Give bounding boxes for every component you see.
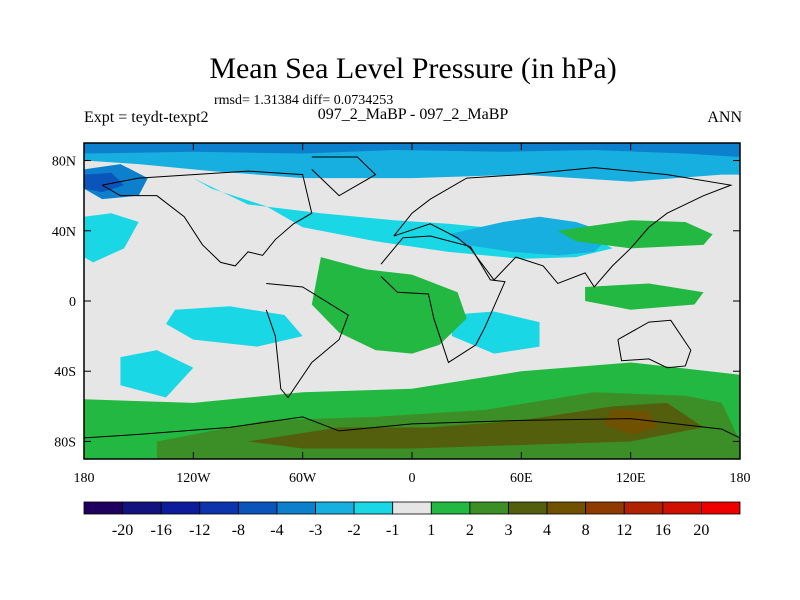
coastline-eurasia <box>393 167 733 288</box>
colorbar-swatch <box>353 501 394 515</box>
x-tick-label: 120W <box>176 471 211 486</box>
colorbar-label: 2 <box>466 522 474 539</box>
y-tick-label: 0 <box>69 295 76 310</box>
stats-label: rmsd= 1.31384 diff= 0.0734253 <box>214 93 394 108</box>
colorbar-label: 8 <box>582 522 590 539</box>
colorbar-swatch <box>392 501 432 515</box>
x-tick-label: 0 <box>409 471 416 486</box>
colorbar-swatch <box>83 501 123 515</box>
colorbar-swatch <box>237 501 278 515</box>
coastline-greenland <box>311 156 377 197</box>
colorbar-swatch <box>199 501 239 515</box>
region-east-asia-high <box>557 220 713 249</box>
colorbar-label: -12 <box>189 522 210 539</box>
colorbar-label: -20 <box>112 522 133 539</box>
region-africa-high <box>311 257 467 354</box>
colorbar-swatch <box>662 501 702 515</box>
colorbar-label: 16 <box>655 522 671 539</box>
region-far-north <box>84 143 740 158</box>
chart-title: Mean Sea Level Pressure (in hPa) <box>209 52 617 85</box>
x-tick-label: 180 <box>74 471 95 486</box>
region-indian-ocean-low <box>448 311 540 354</box>
colorbar-swatch <box>276 501 316 515</box>
colorbar-label: -2 <box>347 522 360 539</box>
colorbar-swatch <box>585 501 625 515</box>
coastline-africa <box>380 235 506 364</box>
colorbar-swatch <box>508 501 548 515</box>
colorbar-swatch <box>546 501 587 515</box>
region-southern-4 <box>248 402 704 449</box>
colorbar-label: 1 <box>427 522 435 539</box>
colorbar-label: 12 <box>616 522 632 539</box>
experiment-label: Expt = teydt-texpt2 <box>84 109 209 126</box>
coastline-north-america <box>101 170 313 267</box>
x-tick-label: 180 <box>730 471 751 486</box>
colorbar-label: -1 <box>386 522 399 539</box>
region-maritime-high <box>585 283 704 310</box>
y-tick-label: 40S <box>54 365 76 380</box>
y-tick-label: 40N <box>52 225 76 240</box>
colorbar-swatch <box>160 501 201 515</box>
region-pacific-tongue <box>84 213 139 263</box>
region-southern-8 <box>603 409 658 435</box>
colorbar-label: -16 <box>151 522 172 539</box>
colorbar-label: -8 <box>232 522 245 539</box>
colorbar-swatch <box>623 501 664 515</box>
colorbar-swatch <box>122 501 162 515</box>
region-north-pacific-low-core <box>84 172 125 193</box>
colorbar-label: 20 <box>693 522 709 539</box>
colorbar-label: -3 <box>309 522 322 539</box>
case-label: 097_2_MaBP - 097_2_MaBP <box>317 106 509 123</box>
colorbar-label: 4 <box>543 522 551 539</box>
x-tick-label: 120E <box>616 471 646 486</box>
colorbar-swatch <box>315 501 355 515</box>
region-eurasia-depression <box>448 216 613 256</box>
y-tick-label: 80N <box>52 155 76 170</box>
x-tick-label: 60W <box>289 471 317 486</box>
coastline-antarctica <box>84 416 740 439</box>
region-south-pacific-low <box>120 350 194 398</box>
x-tick-label: 60E <box>510 471 533 486</box>
colorbar-label: 3 <box>504 522 512 539</box>
coastline-south-america <box>265 282 349 399</box>
colorbar-swatch <box>701 501 741 515</box>
colorbar-swatch <box>469 501 509 515</box>
colorbar-label: -4 <box>270 522 283 539</box>
season-label: ANN <box>707 109 742 126</box>
colorbar-swatch <box>430 501 471 515</box>
y-tick-label: 80S <box>54 435 76 450</box>
coastline-australia <box>617 319 692 369</box>
